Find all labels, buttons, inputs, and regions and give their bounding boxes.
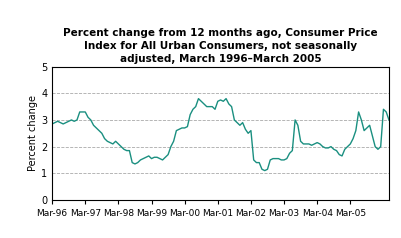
Title: Percent change from 12 months ago, Consumer Price
Index for All Urban Consumers,: Percent change from 12 months ago, Consu… xyxy=(63,28,378,64)
Y-axis label: Percent change: Percent change xyxy=(28,95,38,171)
